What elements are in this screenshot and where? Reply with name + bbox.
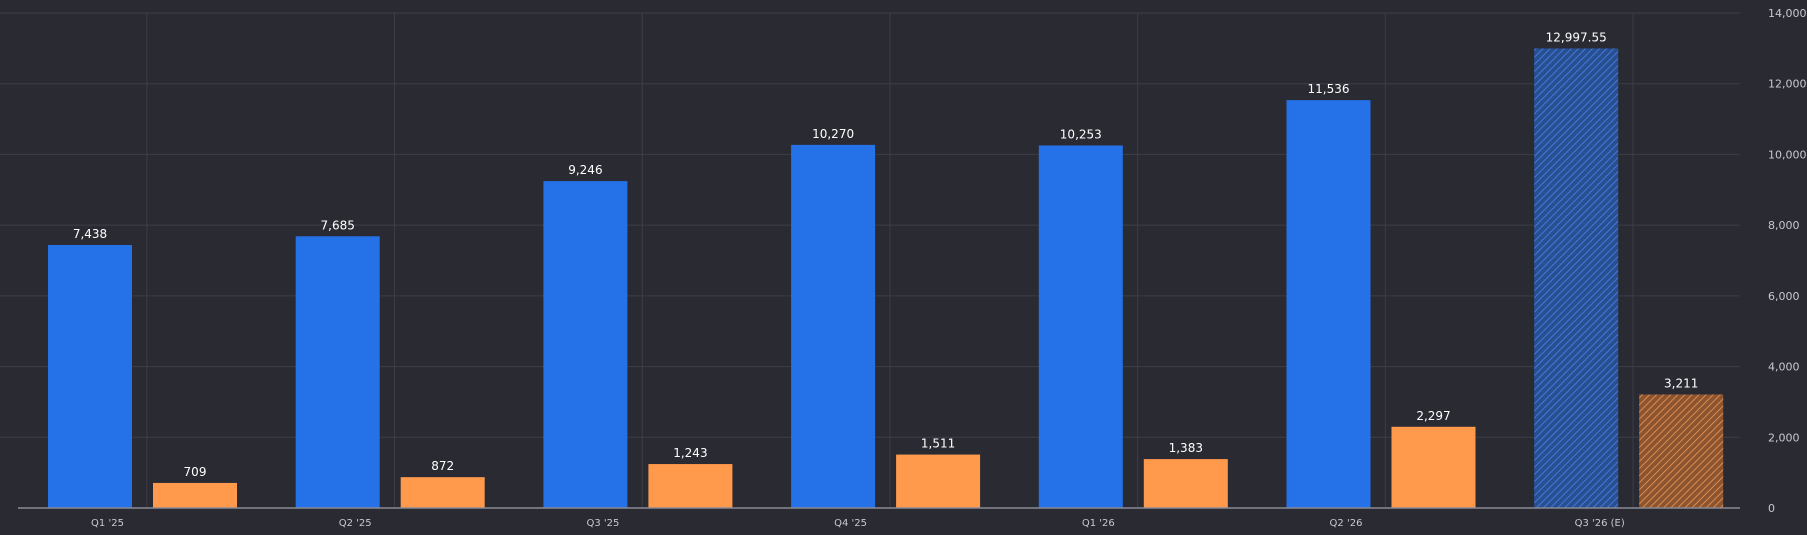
value-labels: 7,438 709 7,685 872 9,246 1,243 10,270 1,511 10,… bbox=[73, 30, 1699, 478]
data-label: 872 bbox=[431, 459, 454, 473]
data-label: 3,211 bbox=[1664, 376, 1698, 390]
bar-series-2-6 bbox=[1639, 394, 1724, 508]
y-tick-label: 4,000 bbox=[1768, 361, 1800, 374]
data-label: 11,536 bbox=[1308, 82, 1350, 96]
data-label: 9,246 bbox=[568, 163, 602, 177]
x-tick-label: Q2 '25 bbox=[339, 518, 372, 529]
bar-series-2-4 bbox=[1143, 459, 1228, 508]
y-tick-label: 14,000 bbox=[1768, 7, 1807, 20]
x-tick-label: Q3 '25 bbox=[586, 518, 619, 529]
data-label: 12,997.55 bbox=[1546, 30, 1607, 44]
data-label: 7,685 bbox=[321, 218, 355, 232]
y-tick-label: 0 bbox=[1768, 502, 1775, 515]
data-label: 1,383 bbox=[1169, 441, 1203, 455]
x-tick-label: Q4 '25 bbox=[834, 518, 867, 529]
data-label: 7,438 bbox=[73, 227, 107, 241]
bar-series-1-1 bbox=[295, 236, 380, 509]
bar-series-1-2 bbox=[543, 181, 628, 508]
y-tick-label: 6,000 bbox=[1768, 290, 1800, 303]
data-label: 709 bbox=[184, 465, 207, 479]
y-tick-label: 8,000 bbox=[1768, 219, 1800, 232]
data-label: 2,297 bbox=[1416, 409, 1450, 423]
bars bbox=[48, 48, 1724, 509]
data-label: 10,270 bbox=[812, 127, 854, 141]
data-label: 1,243 bbox=[673, 446, 707, 460]
bar-series-2-1 bbox=[400, 477, 485, 508]
y-tick-label: 12,000 bbox=[1768, 78, 1807, 91]
x-tick-label: Q1 '26 bbox=[1082, 518, 1115, 529]
bar-series-2-3 bbox=[896, 454, 981, 508]
axes: 0 2,000 4,000 6,000 8,000 10,000 12,000 14,000 Q… bbox=[18, 7, 1807, 529]
x-tick-label: Q2 '26 bbox=[1330, 518, 1363, 529]
y-tick-label: 10,000 bbox=[1768, 148, 1807, 161]
bar-series-1-6 bbox=[1534, 48, 1619, 509]
bar-series-2-2 bbox=[648, 464, 733, 508]
bar-series-1-0 bbox=[48, 245, 132, 509]
bar-series-1-3 bbox=[791, 144, 876, 508]
bar-series-2-5 bbox=[1391, 426, 1476, 508]
bar-series-1-5 bbox=[1286, 100, 1371, 509]
data-label: 1,511 bbox=[921, 437, 955, 451]
x-tick-label: Q1 '25 bbox=[91, 518, 124, 529]
bar-series-2-0 bbox=[153, 482, 237, 508]
bar-series-1-4 bbox=[1038, 145, 1123, 508]
y-tick-label: 2,000 bbox=[1768, 431, 1800, 444]
x-tick-label: Q3 '26 (E) bbox=[1575, 518, 1625, 529]
data-label: 10,253 bbox=[1060, 127, 1102, 141]
